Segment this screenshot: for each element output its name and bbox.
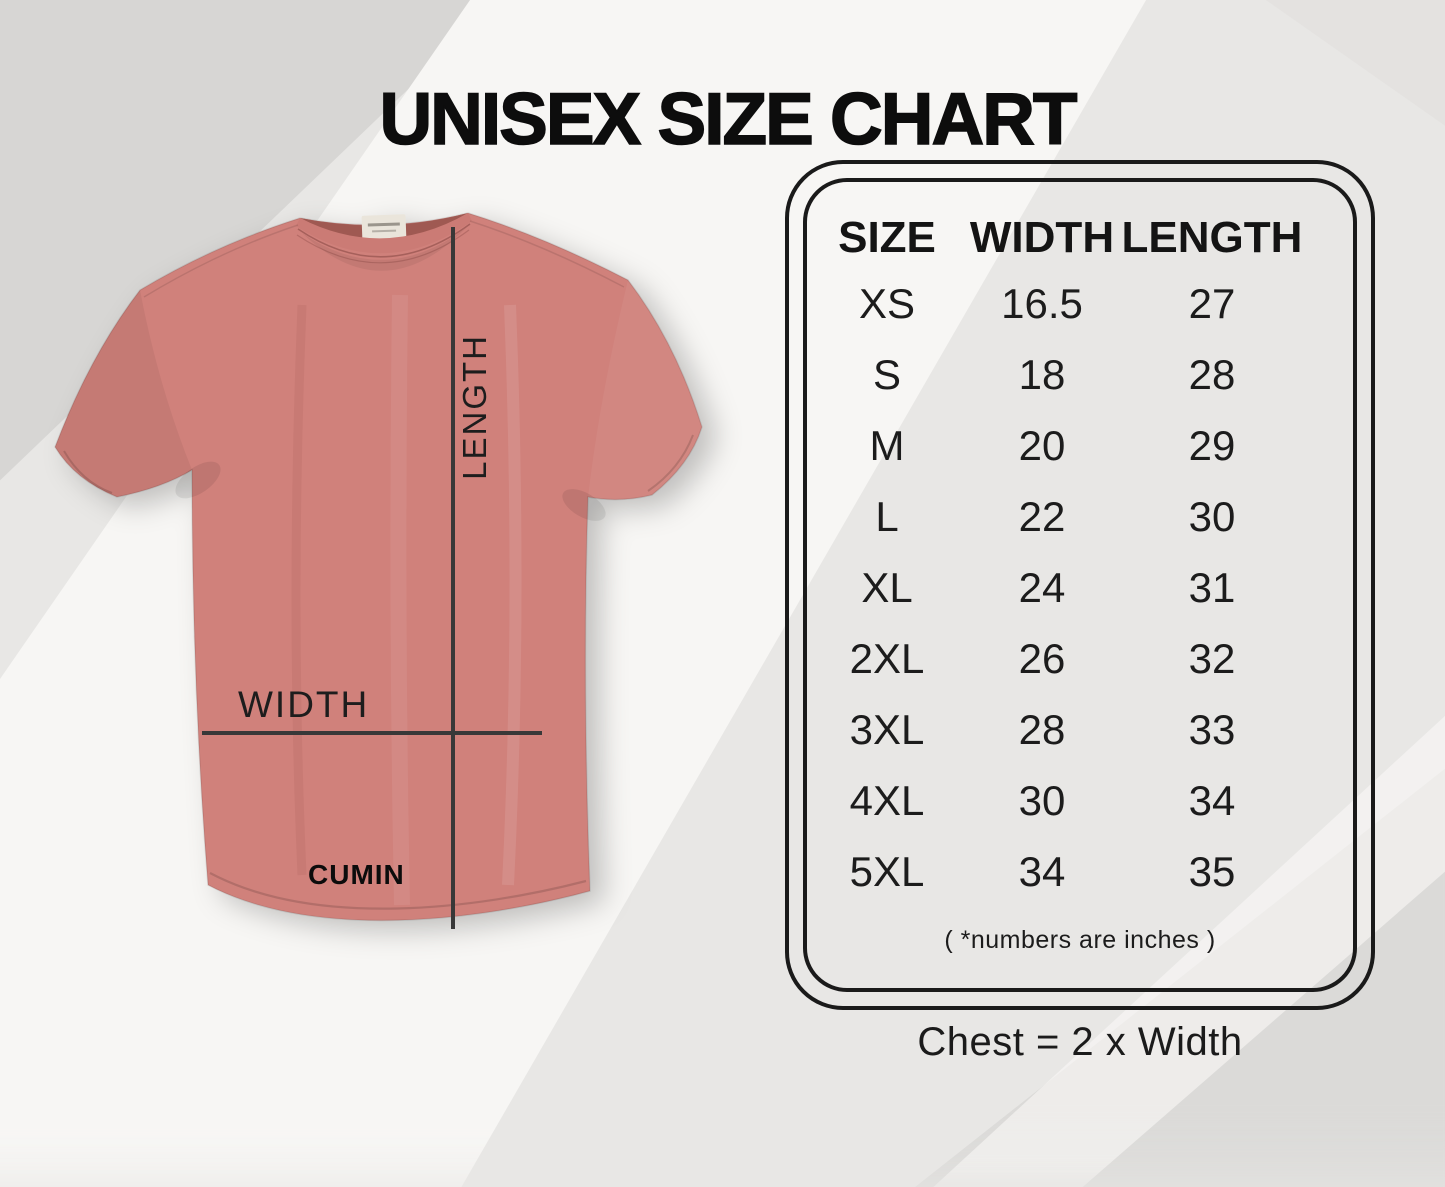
collar-seam-2 bbox=[296, 229, 470, 264]
tshirt-figure bbox=[40, 185, 720, 975]
size-table-outer-border: SIZE WIDTH LENGTH XS 16.5 27 S 18 28 M 2… bbox=[785, 160, 1375, 1010]
cell-width: 20 bbox=[1018, 421, 1066, 469]
width-measure-line bbox=[202, 731, 542, 735]
cell-width: 28 bbox=[1018, 705, 1066, 753]
cell-width: 34 bbox=[1018, 847, 1066, 895]
table-row: 4XL 30 34 bbox=[807, 765, 1353, 836]
cell-size: M bbox=[869, 421, 905, 469]
table-row: 5XL 34 35 bbox=[807, 836, 1353, 907]
shirt-color-name: CUMIN bbox=[308, 859, 405, 890]
right-armpit-shadow bbox=[562, 489, 606, 521]
table-row: 2XL 26 32 bbox=[807, 623, 1353, 694]
table-row: XL 24 31 bbox=[807, 552, 1353, 623]
cell-length: 27 bbox=[1188, 279, 1236, 327]
cell-width: 30 bbox=[1018, 776, 1066, 824]
cell-width: 26 bbox=[1018, 634, 1066, 682]
tshirt-body bbox=[54, 212, 703, 922]
header-size: SIZE bbox=[838, 213, 936, 262]
fold-highlight-center bbox=[390, 294, 410, 906]
cell-size: 3XL bbox=[849, 705, 925, 753]
table-row: 3XL 28 33 bbox=[807, 694, 1353, 765]
left-sleeve-hem-seam bbox=[63, 450, 113, 494]
header-length: LENGTH bbox=[1121, 213, 1303, 262]
collar-shadow bbox=[302, 228, 466, 271]
width-label: WIDTH bbox=[238, 684, 370, 725]
header-width: WIDTH bbox=[969, 213, 1115, 262]
right-sleeve-shade bbox=[588, 280, 702, 500]
cell-length: 29 bbox=[1188, 421, 1236, 469]
cell-length: 31 bbox=[1188, 563, 1236, 611]
cell-length: 35 bbox=[1188, 847, 1236, 895]
left-armpit-shadow bbox=[175, 461, 221, 499]
cell-length: 34 bbox=[1188, 776, 1236, 824]
table-header-row: SIZE WIDTH LENGTH bbox=[807, 208, 1353, 268]
table-row: S 18 28 bbox=[807, 339, 1353, 410]
length-label: LENGTH bbox=[456, 334, 493, 480]
cell-length: 28 bbox=[1188, 350, 1236, 398]
table-row: XS 16.5 27 bbox=[807, 268, 1353, 339]
cell-size: XL bbox=[861, 563, 913, 611]
length-measure-line bbox=[451, 227, 455, 929]
cell-length: 33 bbox=[1188, 705, 1236, 753]
cell-width: 24 bbox=[1018, 563, 1066, 611]
table-row: L 22 30 bbox=[807, 481, 1353, 552]
cell-size: XS bbox=[858, 279, 916, 327]
right-sleeve-hem-seam bbox=[647, 434, 694, 492]
size-table: SIZE WIDTH LENGTH XS 16.5 27 S 18 28 M 2… bbox=[803, 178, 1357, 992]
collar-band bbox=[296, 213, 472, 254]
cell-width: 22 bbox=[1018, 492, 1066, 540]
cell-size: L bbox=[875, 492, 899, 540]
fold-line-left bbox=[291, 304, 307, 876]
bottom-hem-seam bbox=[209, 872, 587, 910]
chest-formula: Chest = 2 x Width bbox=[917, 1020, 1243, 1064]
cell-length: 32 bbox=[1188, 634, 1236, 682]
cell-width: 16.5 bbox=[1001, 279, 1083, 327]
cell-width: 18 bbox=[1018, 350, 1066, 398]
cell-size: 2XL bbox=[849, 634, 925, 682]
page-title: UNISEX SIZE CHART bbox=[379, 78, 1079, 160]
left-shoulder-seam bbox=[143, 224, 299, 298]
units-note: ( *numbers are inches ) bbox=[944, 926, 1216, 954]
tshirt-graphic bbox=[54, 212, 703, 922]
collar-seam bbox=[297, 223, 471, 258]
left-sleeve-shade bbox=[55, 290, 192, 497]
size-chart-infographic: UNISEX SIZE CHART bbox=[40, 78, 1375, 1064]
table-row: M 20 29 bbox=[807, 410, 1353, 481]
cell-length: 30 bbox=[1188, 492, 1236, 540]
collar-tag bbox=[361, 214, 407, 243]
cell-size: 4XL bbox=[849, 776, 925, 824]
fold-highlight-right bbox=[502, 304, 522, 886]
cell-size: 5XL bbox=[849, 847, 925, 895]
right-shoulder-seam bbox=[469, 220, 625, 288]
cell-size: S bbox=[872, 350, 901, 398]
